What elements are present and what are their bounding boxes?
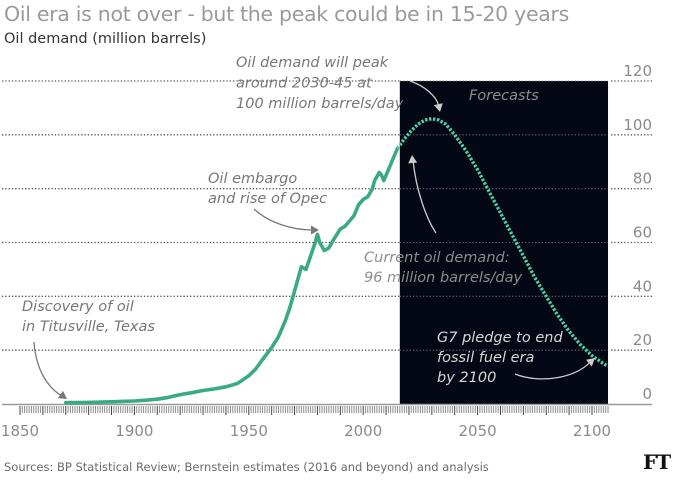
y-tick-label: 40	[633, 277, 652, 295]
annotation-line: and rise of Opec	[208, 191, 327, 207]
annotation-line: fossil fuel era	[437, 350, 534, 366]
y-tick-label: 80	[633, 170, 652, 188]
x-tick-label: 1950	[230, 422, 268, 440]
annotation-embargo: Oil embargo and rise of Opec	[208, 171, 327, 207]
annotation-line: Current oil demand:	[364, 250, 510, 266]
arrow-head-icon	[311, 225, 319, 235]
ft-logo: FT	[643, 450, 671, 474]
gridlines-layer	[2, 80, 652, 351]
y-tick-label: 0	[642, 385, 652, 403]
x-tick-label: 2100	[573, 422, 611, 440]
x-tick-label: 2000	[344, 422, 382, 440]
annotation-line: around 2030-45 at	[236, 76, 373, 92]
x-tick-label: 2050	[459, 422, 497, 440]
series-layer	[64, 117, 609, 405]
arrow-head-icon	[433, 103, 443, 112]
forecast-region-layer: Forecasts	[399, 81, 609, 404]
series-historical-line	[64, 146, 400, 405]
arrow-embargo	[253, 208, 313, 231]
arrow-head-icon	[408, 155, 418, 164]
series-forecast-line	[396, 117, 609, 368]
annotation-peak: Oil demand will peak around 2030-45 at 100…	[236, 55, 404, 112]
annotation-line: in Titusville, Texas	[22, 319, 155, 335]
x-tick-label: 1850	[1, 422, 39, 440]
y-tick-label: 20	[633, 331, 652, 349]
arrow-head-icon	[57, 390, 67, 399]
x-tick-label: 1900	[115, 422, 153, 440]
annotations-layer: Discovery of oil in Titusville, Texas Oil …	[22, 55, 595, 399]
y-tick-label: 120	[623, 62, 652, 80]
y-tick-labels-layer: 0 20 40 60 80 100 120	[623, 62, 652, 403]
annotation-line: Oil demand will peak	[236, 55, 389, 71]
annotation-line: G7 pledge to end	[437, 330, 563, 346]
annotation-line: Oil embargo	[208, 171, 297, 187]
arrow-peak	[409, 80, 440, 107]
x-tick-labels-layer: 1850 1900 1950 2000 2050 2100	[1, 422, 611, 440]
y-tick-label: 100	[623, 116, 652, 134]
annotation-line: by 2100	[437, 370, 496, 386]
x-axis-layer	[2, 403, 652, 415]
arrow-discovery	[33, 341, 63, 397]
forecast-label: Forecasts	[469, 88, 539, 104]
arrow-current	[412, 159, 437, 234]
annotation-line: Discovery of oil	[22, 299, 134, 315]
annotation-discovery: Discovery of oil in Titusville, Texas	[22, 299, 155, 335]
chart-subtitle: Oil demand (million barrels)	[4, 31, 207, 47]
forecast-region	[399, 81, 609, 404]
annotation-current: Current oil demand: 96 million barrels/da…	[364, 250, 522, 286]
annotation-line: 96 million barrels/day	[364, 270, 522, 286]
arrow-head-icon	[585, 358, 595, 367]
arrow-g7	[514, 361, 591, 380]
y-tick-label: 60	[633, 224, 652, 242]
chart-title: Oil era is not over - but the peak could…	[4, 2, 570, 26]
annotation-g7: G7 pledge to end fossil fuel era by 2100	[437, 330, 563, 386]
annotation-line: 100 million barrels/day	[236, 96, 404, 112]
source-note: Sources: BP Statistical Review; Bernstei…	[4, 460, 489, 474]
